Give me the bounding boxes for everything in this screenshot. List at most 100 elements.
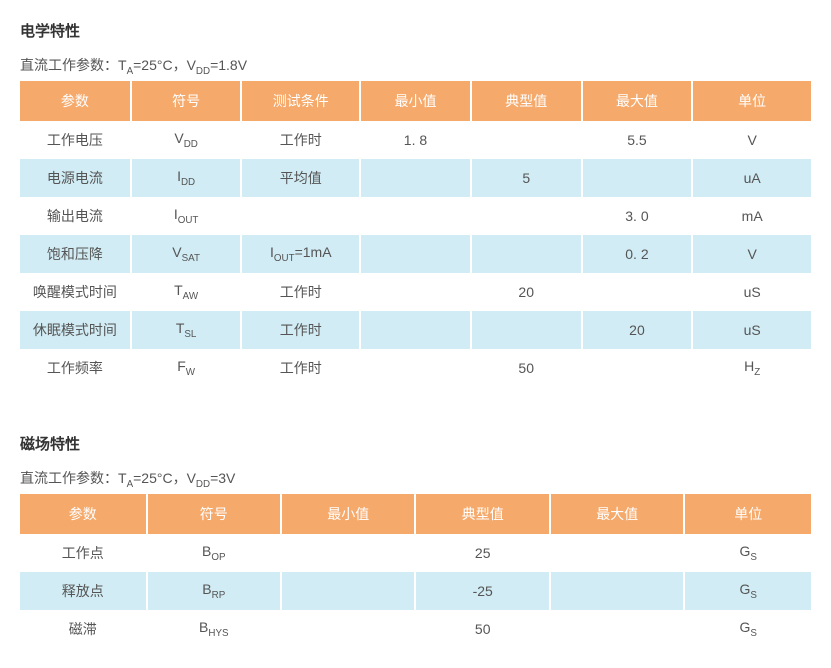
table-row: 工作点BOP 25 GS bbox=[20, 534, 811, 572]
magnetic-characteristics-table: 参数 符号 最小值 典型值 最大值 单位 工作点BOP25GS释放点BRP-25… bbox=[20, 494, 811, 648]
col-header: 单位 bbox=[692, 81, 811, 121]
cell-symbol: TSL bbox=[131, 311, 242, 349]
cell-unit: GS bbox=[684, 572, 811, 610]
cell-unit: V bbox=[692, 121, 811, 159]
cell-typ: 20 bbox=[471, 273, 582, 311]
cell-condition: IOUT=1mA bbox=[241, 235, 360, 273]
cell-max bbox=[582, 349, 693, 387]
cell-max: 0. 2 bbox=[582, 235, 693, 273]
cell-condition: 工作时 bbox=[241, 273, 360, 311]
cell-symbol: BOP bbox=[147, 534, 281, 572]
cell-min bbox=[281, 534, 415, 572]
cell-symbol: IDD bbox=[131, 159, 242, 197]
cell-unit: GS bbox=[684, 534, 811, 572]
cell-symbol: FW bbox=[131, 349, 242, 387]
cell-typ: -25 bbox=[415, 572, 549, 610]
cell-typ: 5 bbox=[471, 159, 582, 197]
cell-min: 1. 8 bbox=[360, 121, 471, 159]
table-row: 饱和压降VSATIOUT=1mA 0. 2V bbox=[20, 235, 811, 273]
table-row: 磁滞BHYS50GS bbox=[20, 610, 811, 648]
cell-min bbox=[360, 159, 471, 197]
col-header: 最小值 bbox=[360, 81, 471, 121]
cell-unit: HZ bbox=[692, 349, 811, 387]
cell-param: 磁滞 bbox=[20, 610, 147, 648]
electrical-table-body: 工作电压VDD工作时1. 85.5V电源电流IDD平均值5uA输出电流IOUT3… bbox=[20, 121, 811, 387]
cell-param: 电源电流 bbox=[20, 159, 131, 197]
cell-max bbox=[582, 159, 693, 197]
cell-symbol: VDD bbox=[131, 121, 242, 159]
col-header: 典型值 bbox=[415, 494, 549, 534]
col-header: 典型值 bbox=[471, 81, 582, 121]
section2-subtitle: 直流工作参数：TA=25°C，VDD=3V bbox=[20, 468, 811, 490]
electrical-characteristics-table: 参数 符号 测试条件 最小值 典型值 最大值 单位 工作电压VDD工作时1. 8… bbox=[20, 81, 811, 387]
table-header-row: 参数 符号 测试条件 最小值 典型值 最大值 单位 bbox=[20, 81, 811, 121]
cell-param: 饱和压降 bbox=[20, 235, 131, 273]
cell-typ bbox=[471, 121, 582, 159]
cell-typ: 25 bbox=[415, 534, 549, 572]
cell-max bbox=[582, 273, 693, 311]
col-header: 符号 bbox=[131, 81, 242, 121]
cell-symbol: VSAT bbox=[131, 235, 242, 273]
cell-typ bbox=[471, 235, 582, 273]
cell-param: 休眠模式时间 bbox=[20, 311, 131, 349]
cell-unit: uA bbox=[692, 159, 811, 197]
cell-condition bbox=[241, 197, 360, 235]
col-header: 符号 bbox=[147, 494, 281, 534]
cell-typ bbox=[471, 311, 582, 349]
cell-symbol: BHYS bbox=[147, 610, 281, 648]
cell-symbol: TAW bbox=[131, 273, 242, 311]
subtitle-sub: DD bbox=[196, 479, 210, 490]
col-header: 最小值 bbox=[281, 494, 415, 534]
cell-param: 工作电压 bbox=[20, 121, 131, 159]
table-row: 工作电压VDD工作时1. 8 5.5V bbox=[20, 121, 811, 159]
cell-condition: 工作时 bbox=[241, 311, 360, 349]
cell-max: 20 bbox=[582, 311, 693, 349]
cell-unit: uS bbox=[692, 273, 811, 311]
cell-min bbox=[360, 349, 471, 387]
cell-param: 工作频率 bbox=[20, 349, 131, 387]
cell-max bbox=[550, 572, 684, 610]
col-header: 最大值 bbox=[550, 494, 684, 534]
section1-title: 电学特性 bbox=[20, 20, 811, 41]
col-header: 单位 bbox=[684, 494, 811, 534]
cell-max: 3. 0 bbox=[582, 197, 693, 235]
table-row: 工作频率FW工作时 50 HZ bbox=[20, 349, 811, 387]
cell-unit: uS bbox=[692, 311, 811, 349]
cell-typ bbox=[471, 197, 582, 235]
col-header: 最大值 bbox=[582, 81, 693, 121]
cell-min bbox=[360, 273, 471, 311]
cell-param: 工作点 bbox=[20, 534, 147, 572]
col-header: 参数 bbox=[20, 81, 131, 121]
cell-min bbox=[281, 572, 415, 610]
subtitle-text: =1.8V bbox=[210, 57, 247, 73]
cell-max bbox=[550, 534, 684, 572]
table-row: 输出电流IOUT 3. 0mA bbox=[20, 197, 811, 235]
cell-condition: 工作时 bbox=[241, 121, 360, 159]
cell-min bbox=[360, 235, 471, 273]
table-header-row: 参数 符号 最小值 典型值 最大值 单位 bbox=[20, 494, 811, 534]
cell-max: 5.5 bbox=[582, 121, 693, 159]
section2-title: 磁场特性 bbox=[20, 433, 811, 454]
cell-min bbox=[360, 197, 471, 235]
cell-unit: V bbox=[692, 235, 811, 273]
subtitle-text: =25°C，V bbox=[133, 470, 196, 486]
subtitle-text: 直流工作参数：T bbox=[20, 470, 127, 486]
subtitle-text: 直流工作参数：T bbox=[20, 57, 127, 73]
cell-unit: mA bbox=[692, 197, 811, 235]
cell-typ: 50 bbox=[471, 349, 582, 387]
table-row: 电源电流IDD平均值5uA bbox=[20, 159, 811, 197]
cell-param: 输出电流 bbox=[20, 197, 131, 235]
cell-min bbox=[360, 311, 471, 349]
subtitle-text: =25°C，V bbox=[133, 57, 196, 73]
col-header: 测试条件 bbox=[241, 81, 360, 121]
cell-condition: 工作时 bbox=[241, 349, 360, 387]
subtitle-sub: DD bbox=[196, 66, 210, 77]
table-row: 休眠模式时间TSL工作时 20uS bbox=[20, 311, 811, 349]
cell-symbol: IOUT bbox=[131, 197, 242, 235]
cell-max bbox=[550, 610, 684, 648]
subtitle-text: =3V bbox=[210, 470, 235, 486]
table-row: 唤醒模式时间TAW工作时 20 uS bbox=[20, 273, 811, 311]
magnetic-table-body: 工作点BOP25GS释放点BRP-25GS磁滞BHYS50GS bbox=[20, 534, 811, 648]
cell-param: 唤醒模式时间 bbox=[20, 273, 131, 311]
cell-min bbox=[281, 610, 415, 648]
